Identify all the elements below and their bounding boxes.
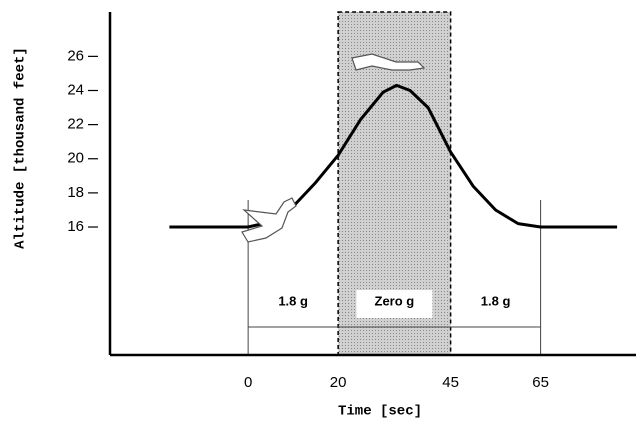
y-tick-label: 20 — [67, 150, 84, 167]
y-tick-label: 26 — [67, 47, 84, 64]
x-tick-label: 65 — [532, 374, 549, 391]
x-axis-label: Time [sec] — [338, 404, 422, 420]
figure-illustration — [241, 53, 426, 243]
y-tick-label: 18 — [67, 184, 84, 201]
phase-label: 1.8 g — [481, 293, 511, 308]
y-axis-label: Altitude [thousand feet] — [13, 47, 29, 249]
phase-label: Zero g — [375, 293, 415, 308]
y-tick-label: 24 — [67, 81, 84, 98]
phase-label: 1.8 g — [278, 293, 308, 308]
x-tick-label: 45 — [442, 374, 459, 391]
y-tick-label: 22 — [67, 116, 84, 133]
x-tick-label: 0 — [244, 374, 252, 391]
y-tick-label: 16 — [67, 218, 84, 235]
x-tick-label: 20 — [330, 374, 347, 391]
phase-label-box — [356, 290, 433, 318]
